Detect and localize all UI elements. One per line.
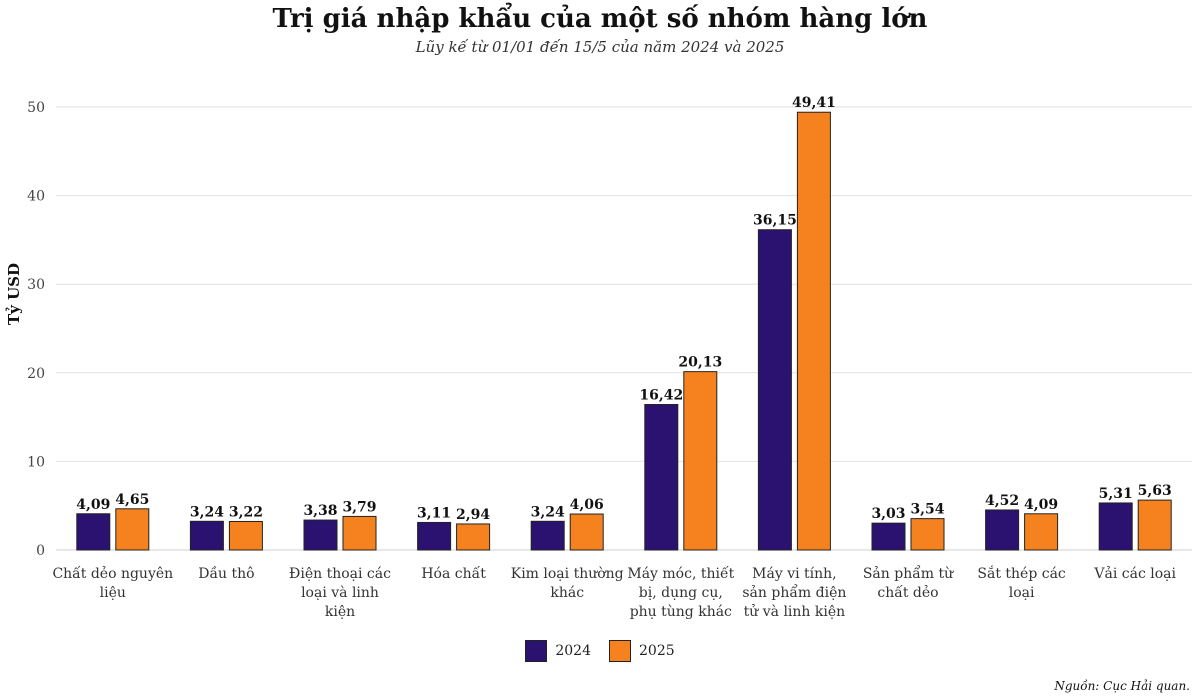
x-tick-label: Kim loại thường bbox=[511, 566, 624, 582]
data-label-2024: 3,03 bbox=[871, 506, 905, 522]
data-label-2024: 3,11 bbox=[417, 505, 451, 521]
legend-item-2025: 2025 bbox=[609, 640, 675, 662]
y-tick-label: 50 bbox=[27, 100, 45, 116]
data-label-2025: 49,41 bbox=[792, 95, 836, 111]
bar-2025 bbox=[1024, 513, 1059, 551]
x-tick-label: loại và linh bbox=[301, 584, 379, 601]
legend-label-2025: 2025 bbox=[639, 643, 675, 659]
legend-swatch-2025 bbox=[609, 640, 631, 662]
y-tick-label: 10 bbox=[27, 454, 45, 470]
x-tick-label: Chất dẻo nguyên bbox=[52, 565, 173, 582]
x-tick-label: Hóa chất bbox=[421, 565, 486, 582]
data-label-2025: 3,22 bbox=[229, 504, 263, 520]
source-note: Nguồn: Cục Hải quan. bbox=[1054, 679, 1190, 693]
bar-2025 bbox=[1137, 499, 1172, 551]
x-tick-label: Sản phẩm từ bbox=[863, 564, 954, 582]
data-label-2025: 3,79 bbox=[342, 499, 376, 515]
data-label-2025: 3,54 bbox=[910, 502, 944, 518]
x-tick-label: sản phẩm điện bbox=[742, 583, 846, 601]
data-label-2025: 20,13 bbox=[678, 355, 722, 371]
data-label-2024: 4,52 bbox=[985, 493, 1019, 509]
legend: 2024 2025 bbox=[0, 640, 1200, 662]
bar-2025 bbox=[456, 523, 491, 551]
x-tick-label: bị, dụng cụ, bbox=[639, 585, 723, 601]
y-tick-label: 20 bbox=[27, 366, 45, 382]
bar-2025 bbox=[683, 371, 718, 551]
data-label-2025: 2,94 bbox=[456, 507, 490, 523]
bar-2025 bbox=[910, 518, 945, 551]
data-label-2025: 4,06 bbox=[570, 497, 604, 513]
bar-2024 bbox=[644, 404, 679, 551]
data-label-2025: 5,63 bbox=[1138, 483, 1172, 499]
bar-2025 bbox=[228, 520, 263, 551]
bar-2024 bbox=[417, 521, 452, 551]
x-tick-label: loại bbox=[1009, 585, 1035, 601]
data-label-2024: 16,42 bbox=[639, 388, 683, 404]
x-tick-label: kiện bbox=[325, 604, 355, 620]
y-tick-label: 40 bbox=[27, 189, 45, 205]
legend-item-2024: 2024 bbox=[525, 640, 591, 662]
data-label-2024: 3,24 bbox=[531, 504, 565, 520]
bar-2025 bbox=[342, 515, 377, 551]
x-tick-label: liệu bbox=[100, 585, 126, 601]
chart-title: Trị giá nhập khẩu của một số nhóm hàng l… bbox=[272, 4, 928, 34]
bar-2024 bbox=[871, 522, 906, 551]
x-tick-label: Máy vi tính, bbox=[752, 566, 836, 582]
bar-2024 bbox=[1098, 502, 1133, 551]
data-label-2024: 3,24 bbox=[190, 504, 224, 520]
bar-2025 bbox=[796, 111, 831, 551]
x-tick-label: Sắt thép các bbox=[977, 564, 1066, 582]
legend-label-2024: 2024 bbox=[555, 643, 591, 659]
legend-swatch-2024 bbox=[525, 640, 548, 662]
x-tick-label: Dầu thô bbox=[198, 565, 254, 582]
x-tick-label: chất dẻo bbox=[877, 584, 938, 601]
bar-2024 bbox=[76, 513, 111, 551]
y-tick-label: 0 bbox=[36, 543, 45, 559]
chart-subtitle: Lũy kế từ 01/01 đến 15/5 của năm 2024 và… bbox=[415, 38, 785, 56]
data-label-2024: 36,15 bbox=[753, 213, 797, 229]
bar-2024 bbox=[985, 509, 1020, 551]
data-label-2024: 4,09 bbox=[76, 497, 110, 513]
data-label-2025: 4,65 bbox=[115, 492, 149, 508]
bar-2025 bbox=[569, 513, 604, 551]
bar-2024 bbox=[303, 519, 338, 551]
x-tick-label: tử và linh kiện bbox=[744, 603, 846, 620]
data-label-2024: 3,38 bbox=[303, 503, 337, 519]
bar-2024 bbox=[189, 520, 224, 551]
bar-2025 bbox=[115, 508, 150, 551]
data-label-2024: 5,31 bbox=[1099, 486, 1133, 502]
x-tick-label: khác bbox=[550, 585, 584, 601]
y-tick-label: 30 bbox=[27, 277, 45, 293]
bar-2024 bbox=[757, 229, 792, 551]
x-tick-label: Máy móc, thiết bbox=[627, 565, 734, 582]
x-tick-label: Điện thoại các bbox=[289, 566, 391, 582]
data-label-2025: 4,09 bbox=[1024, 497, 1058, 513]
x-tick-label: phụ tùng khác bbox=[630, 604, 732, 620]
bar-2024 bbox=[530, 520, 565, 551]
x-tick-label: Vải các loại bbox=[1093, 565, 1176, 582]
